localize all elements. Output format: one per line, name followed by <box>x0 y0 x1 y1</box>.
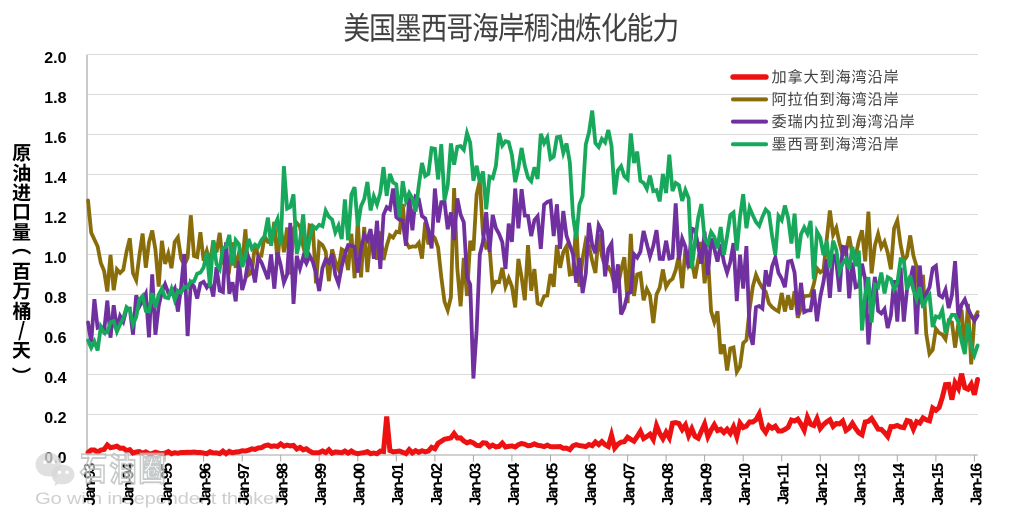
svg-text:Jan-09: Jan-09 <box>699 463 716 506</box>
svg-text:Jan-97: Jan-97 <box>236 463 253 506</box>
svg-text:Jan-96: Jan-96 <box>198 463 215 506</box>
svg-text:Jan-00: Jan-00 <box>352 463 369 506</box>
svg-text:0.6: 0.6 <box>44 330 66 347</box>
svg-text:Jan-02: Jan-02 <box>429 463 446 506</box>
svg-text:1.0: 1.0 <box>44 250 66 267</box>
svg-text:Jan-01: Jan-01 <box>390 463 407 506</box>
svg-text:Go with independent thinker: Go with independent thinker <box>35 489 281 508</box>
svg-text:Jan-13: Jan-13 <box>853 463 870 506</box>
svg-text:Jan-05: Jan-05 <box>544 463 561 506</box>
svg-text:Jan-12: Jan-12 <box>814 463 831 506</box>
svg-text:1.6: 1.6 <box>44 130 66 147</box>
svg-text:1.4: 1.4 <box>44 170 66 187</box>
svg-text:Jan-16: Jan-16 <box>968 463 985 506</box>
svg-text:Jan-99: Jan-99 <box>313 463 330 506</box>
svg-text:Jan-04: Jan-04 <box>506 463 523 506</box>
svg-text:1.8: 1.8 <box>44 90 66 107</box>
svg-text:Jan-10: Jan-10 <box>737 463 754 506</box>
svg-text:Jan-15: Jan-15 <box>930 463 947 506</box>
svg-text:Jan-08: Jan-08 <box>660 463 677 506</box>
svg-text:Jan-14: Jan-14 <box>891 463 908 506</box>
svg-text:Jan-98: Jan-98 <box>275 463 292 506</box>
svg-text:Jan-03: Jan-03 <box>467 463 484 506</box>
svg-text:0.8: 0.8 <box>44 290 66 307</box>
svg-text:2.0: 2.0 <box>44 50 66 67</box>
svg-text:Jan-11: Jan-11 <box>776 463 793 505</box>
svg-text:0.2: 0.2 <box>44 410 66 427</box>
svg-text:Jan-06: Jan-06 <box>583 463 600 506</box>
svg-text:0.4: 0.4 <box>44 370 66 387</box>
svg-text:1.2: 1.2 <box>44 210 66 227</box>
svg-text:Jan-07: Jan-07 <box>622 463 639 506</box>
